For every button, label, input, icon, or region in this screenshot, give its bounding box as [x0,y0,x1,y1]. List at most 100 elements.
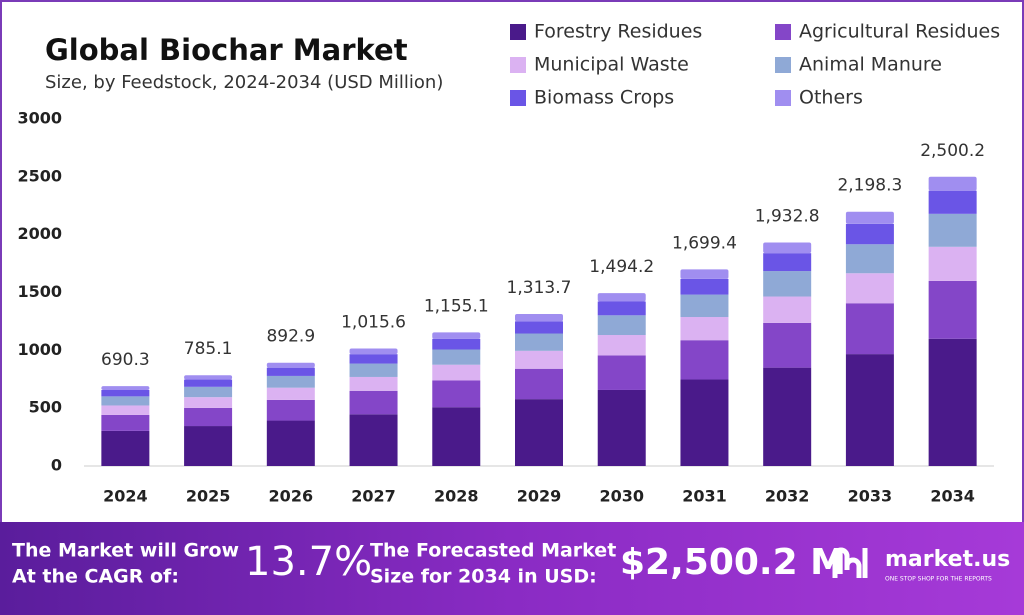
bar-segment [432,364,481,381]
bar-segment [680,294,729,318]
y-tick-label: 0 [51,456,62,475]
bar-segment [432,332,481,339]
x-tick-label: 2026 [269,487,314,506]
bar-segment [184,379,233,387]
brand-logo [832,547,868,578]
x-tick-label: 2029 [517,487,562,506]
bar-segment [763,253,812,272]
bar-segment [266,362,315,368]
bar-segment [266,367,315,376]
bar-segment [266,387,315,400]
bar-segment [101,405,150,415]
legend-swatch [510,24,526,40]
bar-segment [928,213,977,247]
legend-swatch [510,57,526,73]
brand-name: market.us [885,547,1010,572]
bar-segment [928,280,977,339]
total-label: 1,015.6 [341,313,406,333]
bar-segment [597,301,646,316]
bar-segment [680,340,729,380]
bar-segment [349,376,398,391]
bar-segment [845,244,894,274]
bar-segment [597,355,646,390]
x-tick-label: 2027 [351,487,396,506]
bar-segment [349,363,398,377]
bar-segment [349,348,398,355]
y-tick-label: 1000 [17,340,62,359]
total-label: 1,313.7 [507,278,572,298]
bar-segment [266,420,315,466]
footer: The Market will Grow At the CAGR of: 13.… [0,522,1024,615]
total-label: 2,198.3 [837,176,902,196]
y-tick-label: 2000 [17,224,62,243]
total-label: 785.1 [184,339,233,359]
bar-segment [597,335,646,356]
bar-segment [680,269,729,279]
bar-segment [349,354,398,364]
bar-segment [597,293,646,302]
bar-segment [928,176,977,191]
bar-segment [184,386,233,398]
bar-segment [597,315,646,336]
x-tick-label: 2024 [103,487,148,506]
bar-segment [432,349,481,365]
bar-segment [432,380,481,408]
cagr-label: At the CAGR of: [12,566,179,588]
bar-segment [763,322,812,368]
bar-segment [515,368,563,400]
bar-segment [763,271,812,297]
total-label: 892.9 [266,327,315,347]
legend-label: Biomass Crops [534,87,674,109]
x-tick-label: 2032 [765,487,810,506]
bar-segment [928,338,977,466]
legend-swatch [775,90,791,106]
legend-label: Animal Manure [799,54,942,76]
bar-segment [928,246,977,281]
bar-segment [845,211,894,224]
brand-tagline: ONE STOP SHOP FOR THE REPORTS [885,576,992,583]
forecast-label: The Forecasted Market [370,540,616,562]
legend-swatch [510,90,526,106]
bar-segment [432,338,481,350]
legend-label: Forestry Residues [534,21,702,43]
bar-segment [101,396,150,406]
total-label: 2,500.2 [920,141,985,161]
forecast-label: Size for 2034 in USD: [370,566,597,588]
y-tick-label: 2500 [17,166,62,185]
bar-segment [515,314,563,322]
bar-segment [432,407,481,466]
y-tick-label: 1500 [17,282,62,301]
bar-segment [184,375,233,380]
total-label: 690.3 [101,350,150,370]
footer-band [0,522,1024,615]
bar-segment [101,414,150,431]
bar-segment [184,397,233,408]
bar-segment [763,296,812,323]
bar-segment [349,414,398,466]
total-label: 1,932.8 [755,206,820,226]
bar-segment [101,430,150,466]
bar-segment [845,273,894,304]
bar-segment [680,278,729,295]
total-label: 1,155.1 [424,296,489,316]
legend-swatch [775,24,791,40]
bar-segment [101,386,150,390]
total-label: 1,494.2 [589,257,654,277]
x-tick-label: 2030 [599,487,644,506]
bar-segment [101,389,150,397]
y-tick-label: 500 [29,398,62,417]
x-tick-label: 2028 [434,487,479,506]
legend-label: Municipal Waste [534,54,689,76]
legend-label: Agricultural Residues [799,21,1000,43]
bar-segment [266,399,315,421]
bar-segment [680,379,729,466]
x-tick-label: 2025 [186,487,231,506]
y-tick-label: 3000 [17,109,62,128]
bar-segment [515,333,563,351]
legend-label: Others [799,87,863,109]
bar-segment [680,317,729,341]
cagr-label: The Market will Grow [12,540,239,562]
forecast-value: $2,500.2 M [620,542,846,583]
x-tick-label: 2031 [682,487,727,506]
